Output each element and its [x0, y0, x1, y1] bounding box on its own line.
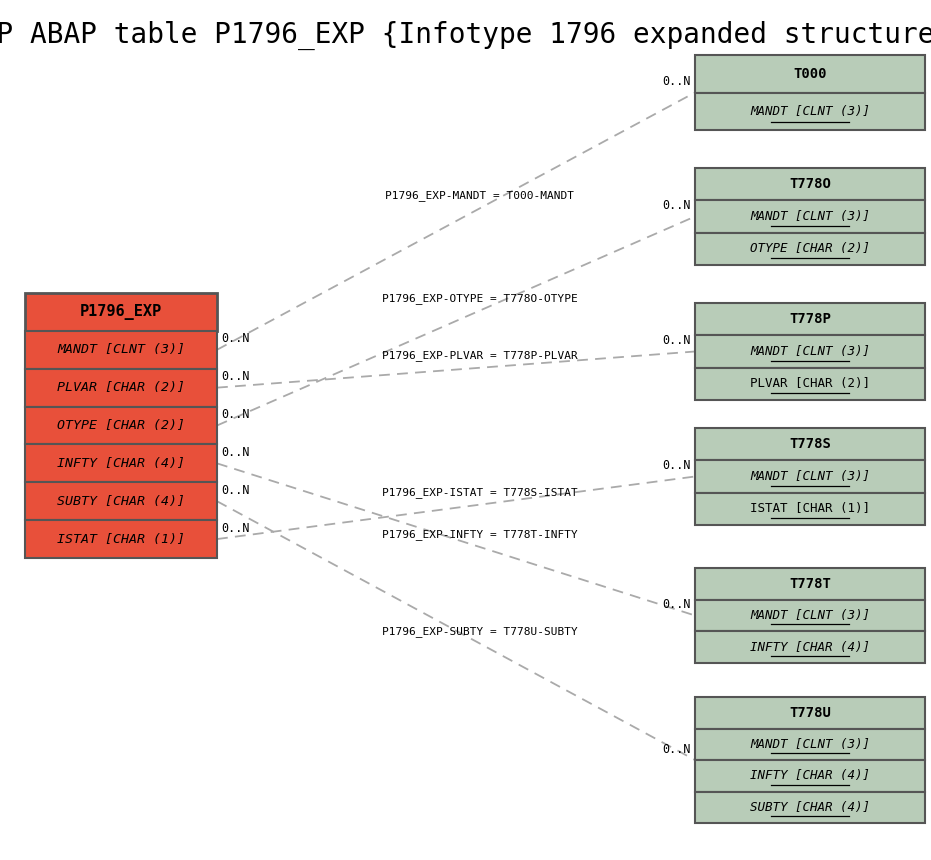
- Text: MANDT [CLNT (3)]: MANDT [CLNT (3)]: [750, 470, 870, 483]
- Text: 0..N: 0..N: [222, 484, 250, 497]
- Text: ISTAT [CHAR (1)]: ISTAT [CHAR (1)]: [750, 502, 870, 515]
- FancyBboxPatch shape: [695, 568, 925, 599]
- Text: INFTY [CHAR (4)]: INFTY [CHAR (4)]: [750, 769, 870, 783]
- FancyBboxPatch shape: [695, 368, 925, 400]
- Text: T778U: T778U: [789, 706, 831, 720]
- Text: PLVAR [CHAR (2)]: PLVAR [CHAR (2)]: [57, 381, 185, 394]
- Text: T778T: T778T: [789, 577, 831, 591]
- Text: P1796_EXP-SUBTY = T778U-SUBTY: P1796_EXP-SUBTY = T778U-SUBTY: [382, 626, 578, 636]
- FancyBboxPatch shape: [695, 460, 925, 493]
- FancyBboxPatch shape: [695, 428, 925, 460]
- Text: P1796_EXP-PLVAR = T778P-PLVAR: P1796_EXP-PLVAR = T778P-PLVAR: [382, 350, 578, 361]
- FancyBboxPatch shape: [695, 791, 925, 823]
- Text: 0..N: 0..N: [222, 371, 250, 384]
- FancyBboxPatch shape: [695, 697, 925, 728]
- Text: SAP ABAP table P1796_EXP {Infotype 1796 expanded structures}: SAP ABAP table P1796_EXP {Infotype 1796 …: [0, 21, 931, 50]
- Text: 0..N: 0..N: [222, 522, 250, 535]
- Text: P1796_EXP-OTYPE = T778O-OTYPE: P1796_EXP-OTYPE = T778O-OTYPE: [382, 292, 578, 304]
- Text: T778O: T778O: [789, 177, 831, 191]
- FancyBboxPatch shape: [695, 303, 925, 335]
- Text: MANDT [CLNT (3)]: MANDT [CLNT (3)]: [750, 105, 870, 118]
- FancyBboxPatch shape: [25, 331, 217, 369]
- Text: P1796_EXP-ISTAT = T778S-ISTAT: P1796_EXP-ISTAT = T778S-ISTAT: [382, 487, 578, 498]
- FancyBboxPatch shape: [695, 335, 925, 368]
- Text: T778P: T778P: [789, 312, 831, 326]
- FancyBboxPatch shape: [25, 482, 217, 520]
- Text: 0..N: 0..N: [662, 459, 691, 472]
- Text: T000: T000: [793, 67, 827, 81]
- Text: MANDT [CLNT (3)]: MANDT [CLNT (3)]: [57, 343, 185, 356]
- Text: OTYPE [CHAR (2)]: OTYPE [CHAR (2)]: [57, 419, 185, 432]
- Text: P1796_EXP-MANDT = T000-MANDT: P1796_EXP-MANDT = T000-MANDT: [385, 191, 574, 201]
- Text: 0..N: 0..N: [662, 599, 691, 611]
- Text: MANDT [CLNT (3)]: MANDT [CLNT (3)]: [750, 210, 870, 223]
- FancyBboxPatch shape: [695, 493, 925, 525]
- FancyBboxPatch shape: [25, 520, 217, 558]
- Text: 0..N: 0..N: [662, 75, 691, 89]
- Text: PLVAR [CHAR (2)]: PLVAR [CHAR (2)]: [750, 378, 870, 390]
- Text: P1796_EXP-INFTY = T778T-INFTY: P1796_EXP-INFTY = T778T-INFTY: [382, 529, 578, 540]
- FancyBboxPatch shape: [695, 200, 925, 233]
- Text: INFTY [CHAR (4)]: INFTY [CHAR (4)]: [750, 641, 870, 654]
- FancyBboxPatch shape: [25, 407, 217, 445]
- Text: 0..N: 0..N: [222, 408, 250, 421]
- FancyBboxPatch shape: [25, 293, 217, 331]
- FancyBboxPatch shape: [695, 93, 925, 130]
- FancyBboxPatch shape: [695, 631, 925, 663]
- Text: SUBTY [CHAR (4)]: SUBTY [CHAR (4)]: [57, 494, 185, 507]
- Text: 0..N: 0..N: [662, 335, 691, 347]
- FancyBboxPatch shape: [695, 55, 925, 93]
- FancyBboxPatch shape: [695, 599, 925, 631]
- Text: MANDT [CLNT (3)]: MANDT [CLNT (3)]: [750, 738, 870, 751]
- FancyBboxPatch shape: [695, 728, 925, 760]
- Text: OTYPE [CHAR (2)]: OTYPE [CHAR (2)]: [750, 243, 870, 255]
- FancyBboxPatch shape: [695, 760, 925, 791]
- FancyBboxPatch shape: [25, 445, 217, 482]
- FancyBboxPatch shape: [695, 233, 925, 265]
- Text: T778S: T778S: [789, 437, 831, 452]
- Text: 0..N: 0..N: [662, 743, 691, 756]
- FancyBboxPatch shape: [695, 168, 925, 200]
- Text: MANDT [CLNT (3)]: MANDT [CLNT (3)]: [750, 345, 870, 358]
- Text: ISTAT [CHAR (1)]: ISTAT [CHAR (1)]: [57, 532, 185, 545]
- Text: 0..N: 0..N: [222, 446, 250, 459]
- Text: MANDT [CLNT (3)]: MANDT [CLNT (3)]: [750, 609, 870, 622]
- FancyBboxPatch shape: [25, 369, 217, 407]
- Text: SUBTY [CHAR (4)]: SUBTY [CHAR (4)]: [750, 801, 870, 814]
- Text: 0..N: 0..N: [662, 200, 691, 212]
- Text: INFTY [CHAR (4)]: INFTY [CHAR (4)]: [57, 457, 185, 470]
- Text: 0..N: 0..N: [222, 333, 250, 346]
- Text: P1796_EXP: P1796_EXP: [80, 304, 162, 320]
